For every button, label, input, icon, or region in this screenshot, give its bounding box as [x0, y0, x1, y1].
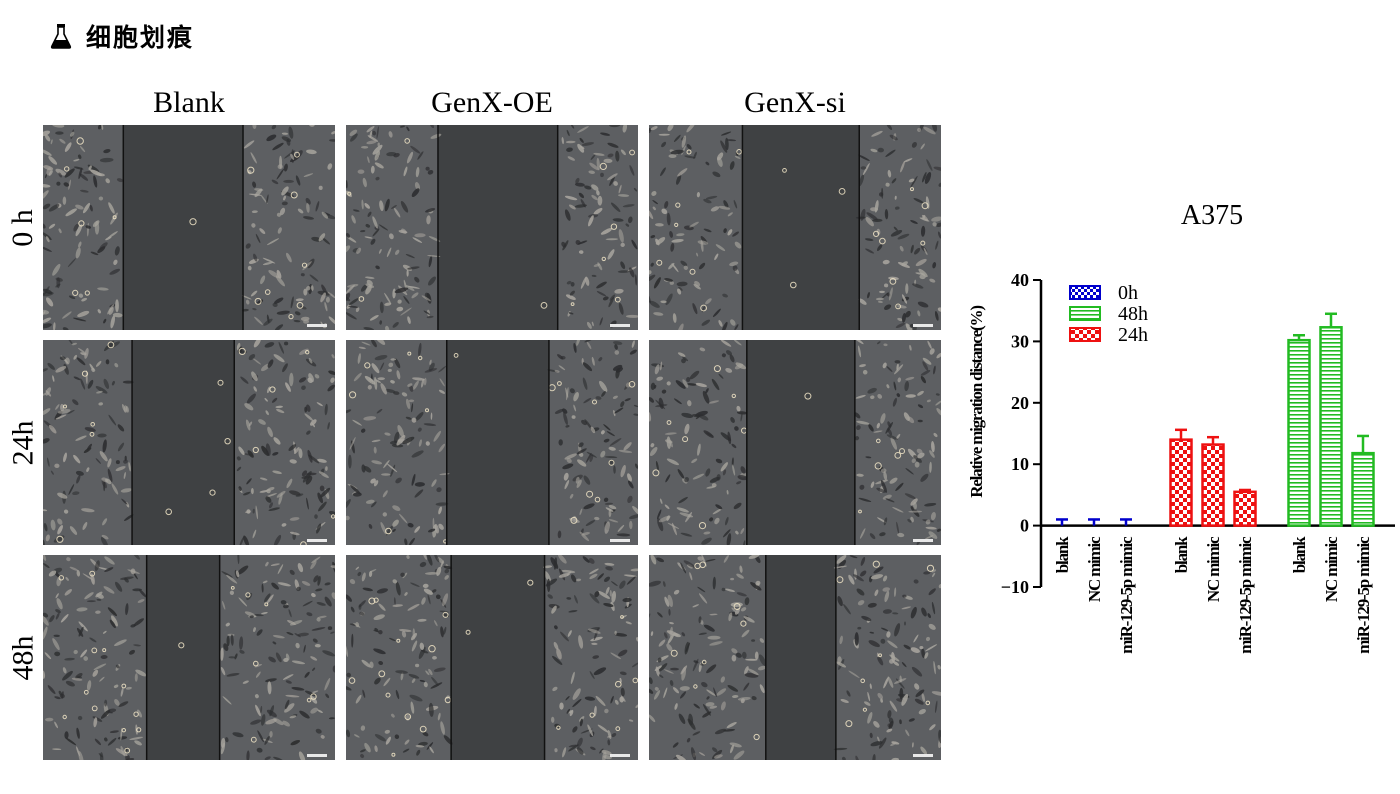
chart-bars: blank NC mimic miR-129-5p mimic blank NC mim…: [1053, 312, 1375, 654]
y-tick-label: 0: [1020, 516, 1029, 536]
column-label-blank: Blank: [153, 86, 225, 119]
micrograph-genx-si-0h: [649, 125, 941, 330]
y-axis-label: Relative migration distance(%): [967, 306, 986, 498]
column-label-genx-si: GenX-si: [744, 86, 846, 119]
micrograph-genx-oe-24h: [346, 340, 638, 545]
y-tick-label: 40: [1011, 270, 1029, 290]
y-tick-label: 20: [1011, 393, 1029, 413]
micrograph-blank-48h: [43, 555, 335, 760]
bar-24h-2: [1233, 490, 1257, 527]
y-tick-label: 10: [1011, 454, 1029, 474]
legend-label-48h: 48h: [1118, 303, 1148, 325]
legend-swatch-24h: [1069, 327, 1101, 342]
x-tick-label: blank: [1053, 536, 1072, 573]
bar-48h-0: [1287, 338, 1311, 527]
row-label-24h: 24h: [6, 420, 39, 465]
micrograph-genx-oe-48h: [346, 555, 638, 760]
section-header: 细胞划痕: [50, 18, 194, 54]
legend-label-0h: 0h: [1118, 282, 1138, 304]
micrograph-blank-24h: [43, 340, 335, 545]
y-tick-label: −10: [1001, 577, 1029, 597]
x-tick-label: NC mimic: [1322, 536, 1341, 602]
x-tick-label: miR-129-5p mimic: [1236, 536, 1255, 654]
column-label-genx-oe: GenX-OE: [431, 86, 553, 119]
bar-24h-1: [1201, 443, 1225, 527]
bar-48h-2: [1351, 451, 1375, 527]
chart-title: A375: [1181, 200, 1243, 231]
bar-48h-1: [1319, 326, 1343, 527]
micrograph-genx-oe-0h: [346, 125, 638, 330]
x-tick-label: NC mimic: [1085, 536, 1104, 602]
x-tick-label: miR-129-5p mimic: [1117, 536, 1136, 654]
x-tick-label: blank: [1290, 536, 1309, 573]
x-tick-label: NC mimic: [1204, 536, 1223, 602]
flask-icon: [50, 24, 72, 49]
row-label-0h: 0 h: [6, 208, 39, 247]
micrograph-blank-0h: [43, 125, 335, 330]
micrograph-genx-si-24h: [649, 340, 941, 545]
migration-chart-svg: A375 Relative migration distance(%) −10 0…: [967, 200, 1395, 654]
legend-swatch-0h: [1069, 285, 1101, 300]
migration-chart: A375 Relative migration distance(%) −10 0…: [955, 190, 1400, 710]
x-tick-label: miR-129-5p mimic: [1354, 536, 1373, 654]
x-tick-label: blank: [1172, 536, 1191, 573]
micrograph-genx-si-48h: [649, 555, 941, 760]
legend-label-24h: 24h: [1118, 324, 1148, 346]
row-label-48h: 48h: [6, 635, 39, 680]
section-title: 细胞划痕: [86, 23, 195, 52]
legend-swatch-48h: [1069, 306, 1101, 321]
bar-24h-0: [1169, 438, 1193, 527]
y-tick-label: 30: [1011, 331, 1029, 351]
